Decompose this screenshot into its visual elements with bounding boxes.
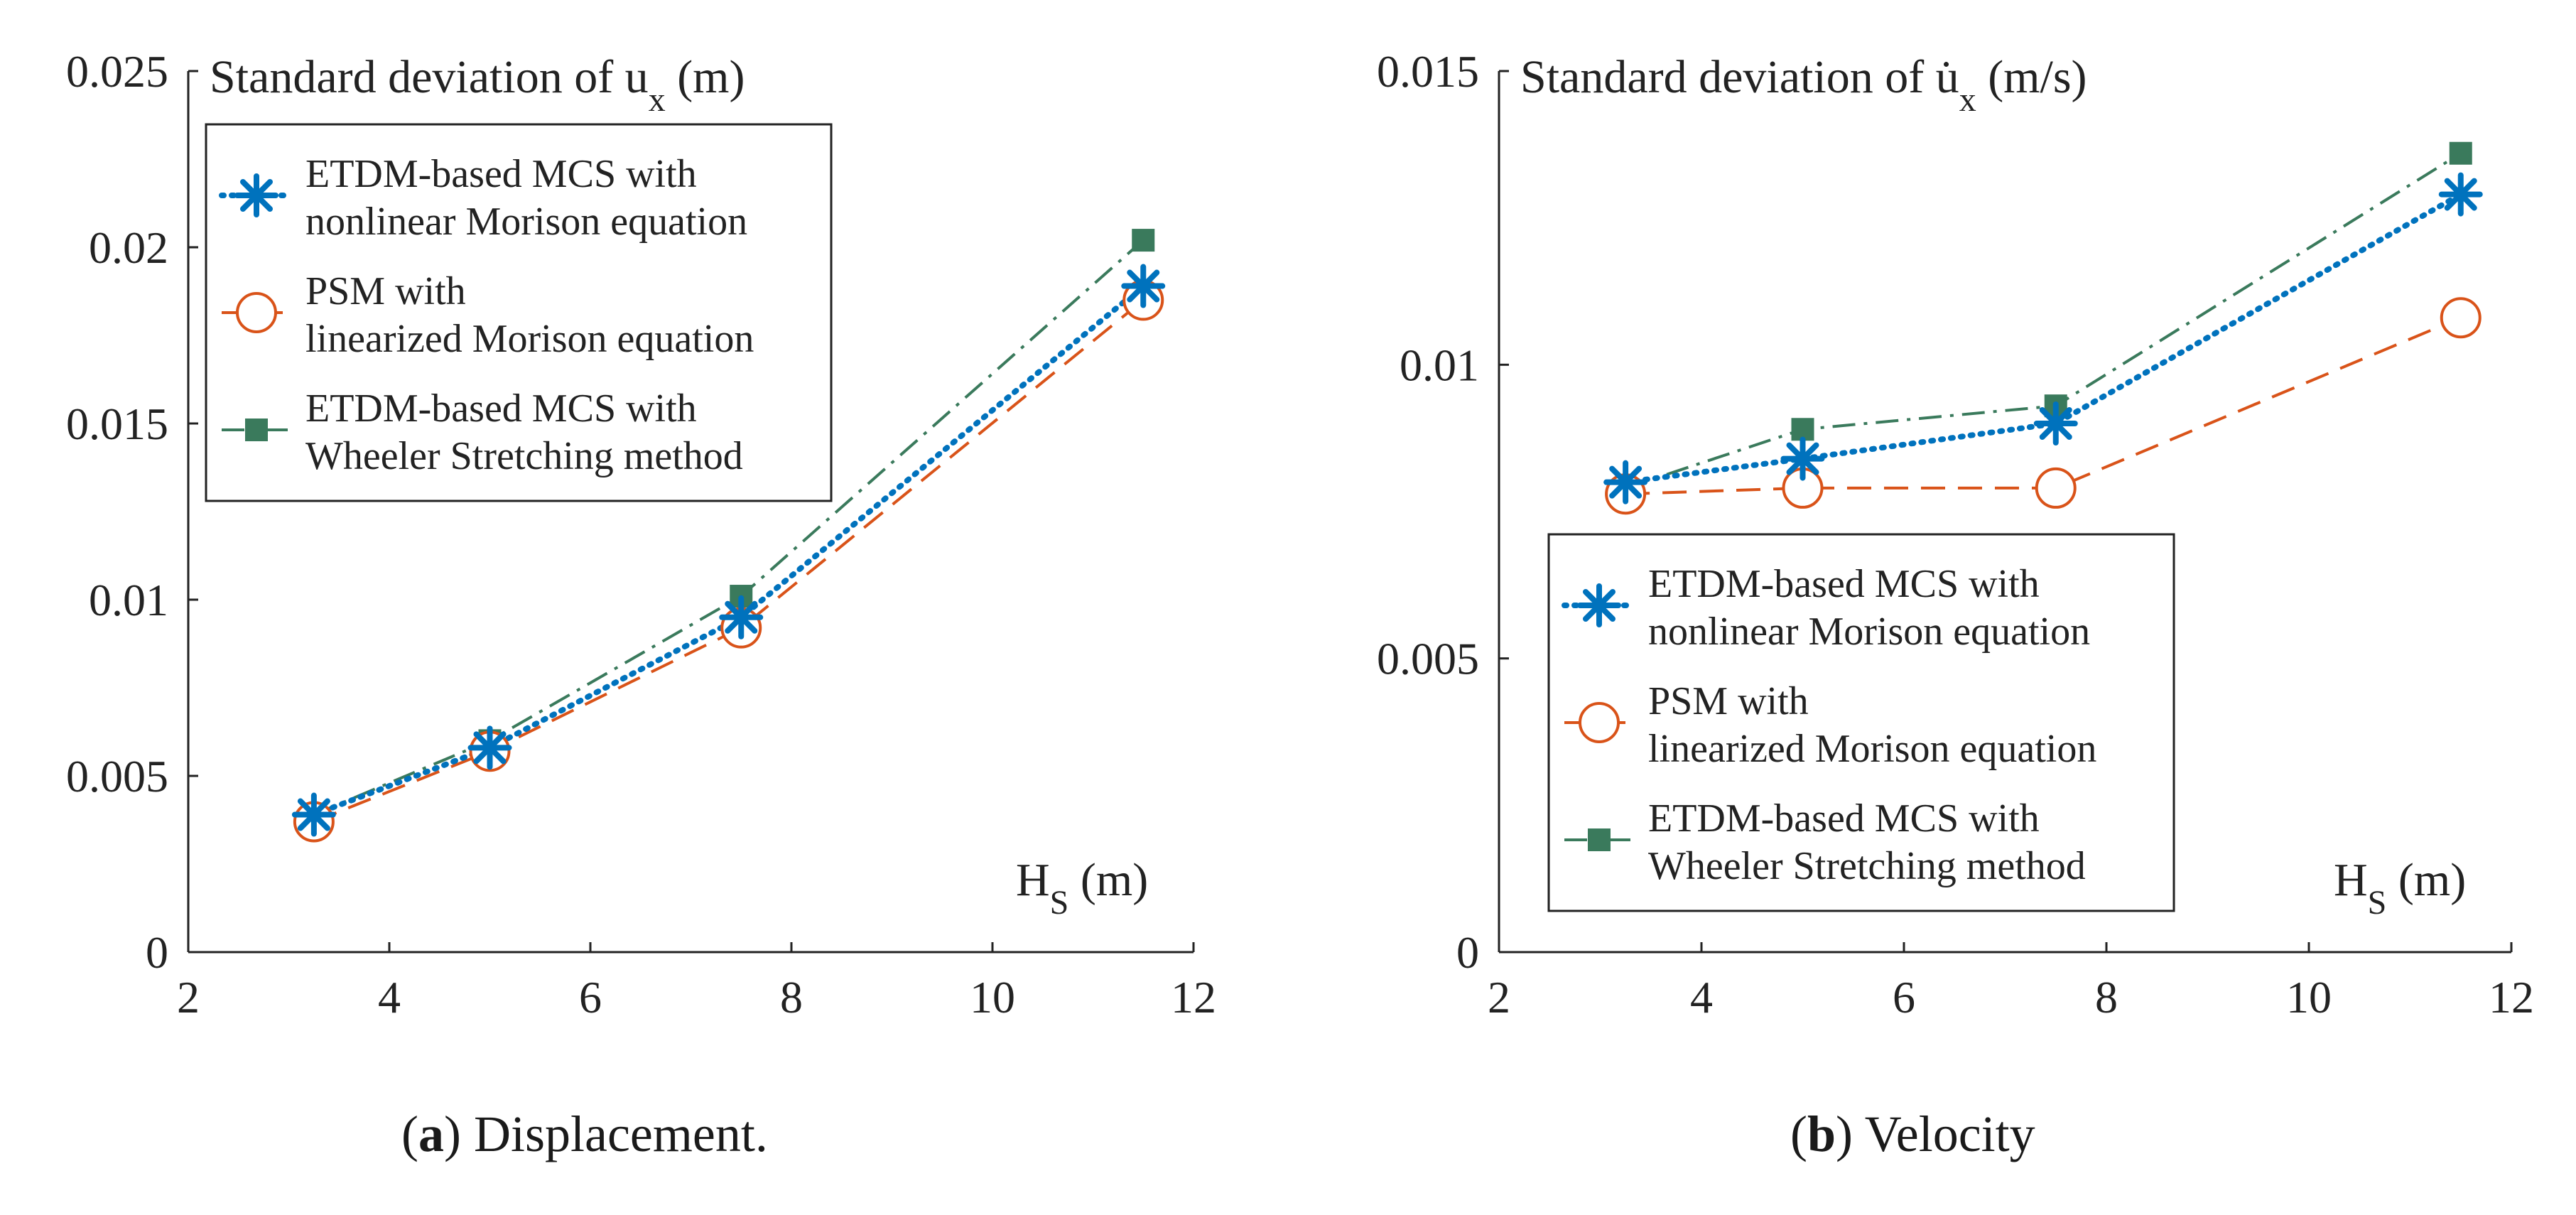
y-tick-label: 0.005	[1377, 634, 1479, 684]
axis-title-sub: x	[649, 81, 666, 119]
y-tick-label: 0.015	[66, 399, 168, 449]
legend-box	[205, 123, 833, 502]
series-line-square	[313, 239, 1144, 816]
data-point-asterisk	[719, 595, 764, 639]
data-point-asterisk	[291, 792, 336, 837]
x-axis-label: HS (m)	[1016, 854, 1148, 922]
data-point-asterisk	[467, 725, 512, 770]
legend-label-line2: linearized Morison equation	[305, 317, 754, 361]
legend-marker-asterisk	[234, 173, 278, 217]
x-tick-label: 8	[780, 972, 803, 1022]
panel-velocity: 2 4 6 8 10 12 0 0.005 0.01 0.015 Standard deviatio…	[1377, 46, 2534, 1022]
y-tick-label: 0.02	[89, 222, 168, 273]
axis-title-unit: (m)	[666, 51, 745, 103]
series-line-square	[1625, 152, 2462, 490]
y-tick-label: 0.025	[66, 46, 168, 97]
x-tick-label: 10	[970, 972, 1015, 1022]
panel-displacement: 2 4 6 8 10 12 0 0.005 0.01 0.015 0.02 0.025 Standard…	[66, 46, 1216, 1022]
x-tick-label: 8	[2095, 972, 2118, 1022]
y-tick-label: 0.01	[1400, 340, 1479, 390]
axis-title-main: Standard deviation of u̇	[1520, 51, 1959, 103]
series-line-asterisk	[1623, 191, 2464, 485]
x-axis-label-main: H	[1016, 854, 1050, 906]
axis-title: Standard deviation of ux (m)	[210, 51, 745, 119]
y-tick-label: 0.01	[89, 575, 168, 625]
y-tick-label: 0.015	[1377, 46, 1479, 97]
caption-a: (a) Displacement.	[401, 1106, 768, 1162]
legend-box	[1547, 533, 2175, 912]
data-point-asterisk	[1780, 436, 1825, 481]
axis-title-sub: x	[1959, 81, 1976, 119]
legend-label-line2: linearized Morison equation	[1648, 727, 2096, 771]
legend-marker-circle	[1579, 702, 1620, 743]
x-axis-label: HS (m)	[2334, 854, 2466, 922]
x-axis-label-unit: (m)	[2386, 854, 2466, 906]
caption-a-letter: a	[418, 1106, 444, 1162]
legend-label-line1: PSM with	[305, 269, 466, 313]
x-axis-label-sub: S	[1050, 884, 1069, 922]
caption-b: (b) Velocity	[1790, 1106, 2035, 1162]
caption-a-text: Displacement.	[460, 1106, 768, 1162]
x-tick-label: 12	[2489, 972, 2534, 1022]
y-tick-label: 0.005	[66, 751, 168, 801]
data-point-circle	[2035, 467, 2077, 509]
legend-label-line1: PSM with	[1648, 679, 1809, 723]
x-tick-label: 2	[1488, 972, 1510, 1022]
x-tick-label: 4	[1690, 972, 1713, 1022]
data-point-circle	[2440, 297, 2482, 339]
axis-title-main: Standard deviation of u	[210, 51, 649, 103]
y-tick-label: 0	[1456, 927, 1479, 978]
x-axis-label-sub: S	[2368, 884, 2387, 922]
x-tick-label: 4	[378, 972, 401, 1022]
series-line-asterisk	[310, 283, 1147, 818]
x-tick-label: 2	[177, 972, 200, 1022]
legend-marker-asterisk	[1577, 583, 1621, 627]
legend-label-line1: ETDM-based MCS with	[1648, 796, 2040, 841]
data-point-asterisk	[1121, 264, 1166, 308]
axis-title-unit: (m/s)	[1976, 51, 2087, 103]
legend-label-line2: Wheeler Stretching method	[1648, 844, 2086, 888]
legend-marker-circle	[236, 292, 277, 333]
axis-title: Standard deviation of u̇x (m/s)	[1520, 51, 2087, 119]
x-axis-label-main: H	[2334, 854, 2368, 906]
legend-label-line1: ETDM-based MCS with	[305, 387, 697, 431]
legend-marker-square	[245, 418, 268, 441]
legend-label-line2: nonlinear Morison equation	[1648, 610, 2090, 654]
series-line-circle	[1625, 316, 2462, 496]
x-tick-label: 6	[1893, 972, 1915, 1022]
caption-b-text: Velocity	[1853, 1106, 2035, 1162]
x-axis-label-unit: (m)	[1068, 854, 1148, 906]
y-tick-label: 0	[146, 927, 168, 978]
data-point-asterisk	[1603, 460, 1648, 504]
legend-label-line1: ETDM-based MCS with	[1648, 562, 2040, 606]
x-tick-label: 6	[579, 972, 602, 1022]
x-tick-label: 10	[2286, 972, 2332, 1022]
data-point-asterisk	[2438, 172, 2483, 217]
caption-b-letter: b	[1807, 1106, 1836, 1162]
series-line-circle	[313, 298, 1144, 824]
data-point-square	[2449, 141, 2472, 165]
data-point-asterisk	[2033, 401, 2078, 446]
legend-label-line2: Wheeler Stretching method	[305, 434, 743, 478]
legend-label-line1: ETDM-based MCS with	[305, 152, 697, 196]
data-point-square	[1132, 229, 1155, 252]
legend-marker-square	[1588, 828, 1611, 851]
x-tick-label: 12	[1171, 972, 1216, 1022]
legend-label-line2: nonlinear Morison equation	[305, 200, 747, 244]
